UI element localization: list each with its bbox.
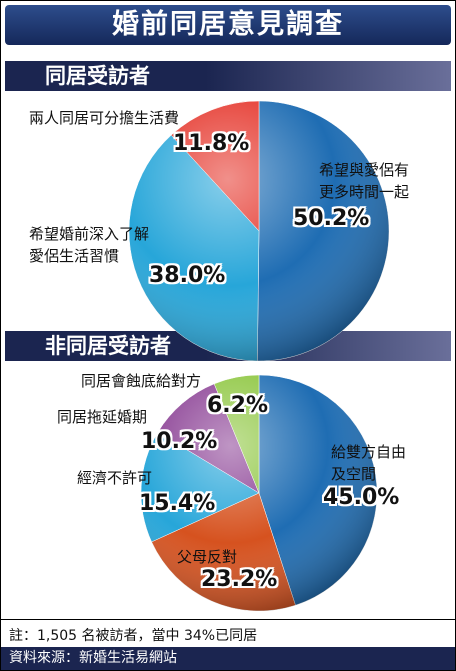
slice-label: 希望婚前深入了解 愛侶生活習慣 xyxy=(29,225,150,265)
value-label: 15.4% xyxy=(139,491,216,516)
value-label: 11.8% xyxy=(173,131,250,156)
value-label: 38.0% xyxy=(149,263,226,288)
pie-shading xyxy=(129,101,389,361)
pie-chart xyxy=(140,374,378,612)
value-label: 10.2% xyxy=(141,429,218,454)
value-label: 50.2% xyxy=(293,206,370,231)
pie-shading xyxy=(141,375,377,611)
value-label: 23.2% xyxy=(201,567,278,592)
pie-chart xyxy=(128,100,390,362)
section-title: 非同居受訪者 xyxy=(45,334,171,358)
value-label: 6.2% xyxy=(207,393,269,418)
slice-label: 同居會蝕底給對方 xyxy=(81,372,202,390)
section-title: 同居受訪者 xyxy=(45,64,150,88)
divider xyxy=(1,619,455,620)
title: 婚前同居意見調查 xyxy=(5,5,451,45)
slice-label: 給雙方自由 及空間 xyxy=(331,443,407,483)
slice-label: 希望與愛侶有 更多時間一起 xyxy=(319,161,410,201)
source: 資料來源：新婚生活易網站 xyxy=(1,647,455,670)
value-label: 45.0% xyxy=(323,485,400,510)
footnote: 註：1,505 名被訪者，當中 34%已同居 xyxy=(9,628,258,644)
slice-label: 經濟不許可 xyxy=(77,469,153,487)
slice-label: 兩人同居可分擔生活費 xyxy=(29,109,180,127)
slice-label: 父母反對 xyxy=(177,548,238,566)
section-header: 同居受訪者 xyxy=(5,61,451,91)
slice-label: 同居拖延婚期 xyxy=(57,408,148,426)
